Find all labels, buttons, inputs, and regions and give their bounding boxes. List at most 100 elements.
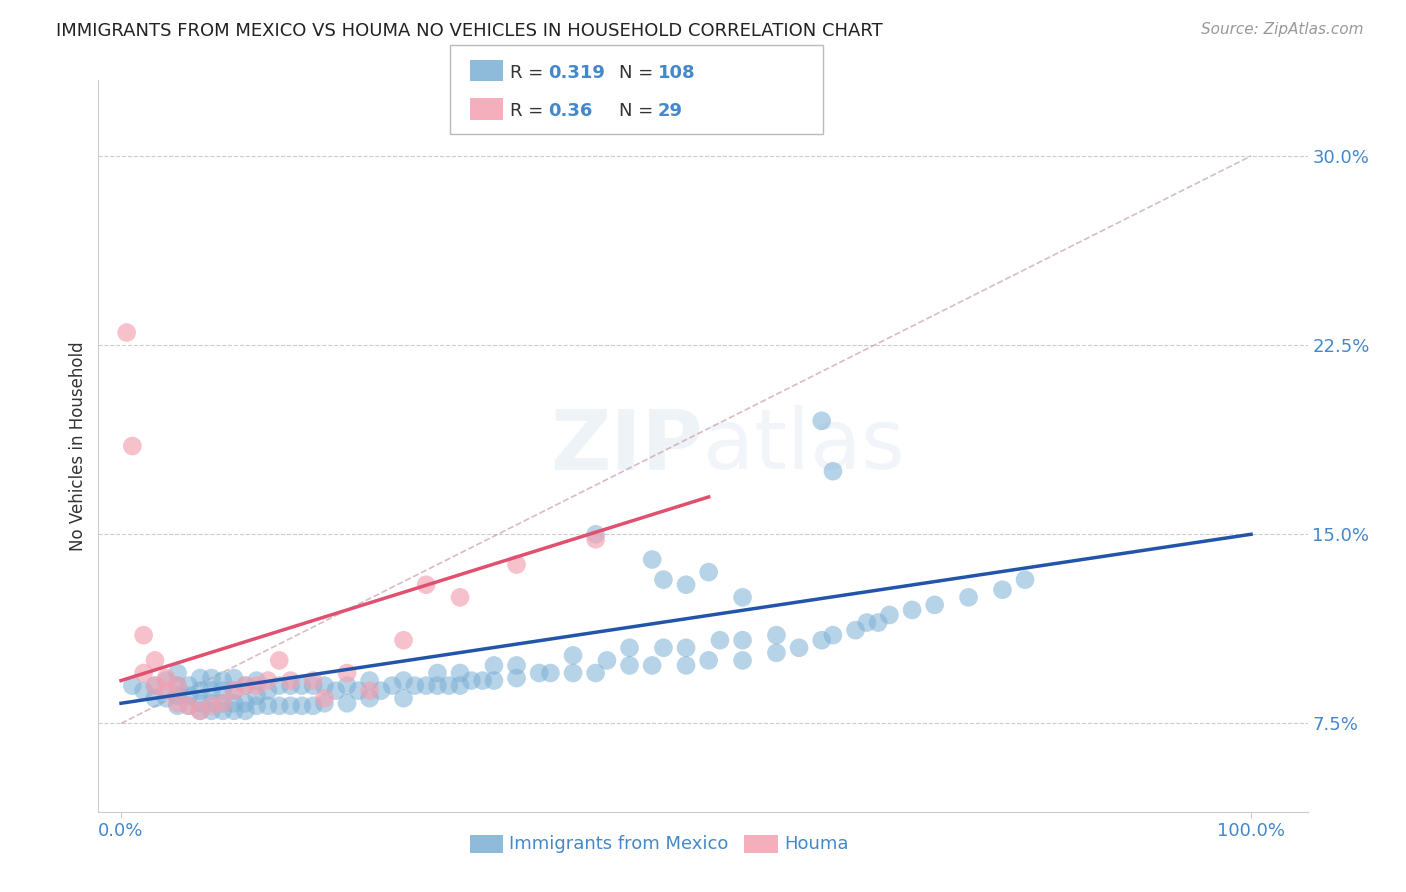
Point [1014, 573, 1036, 587]
Point [697, 565, 720, 579]
Point [222, 683, 245, 698]
Point [652, 640, 675, 655]
Point [257, 683, 280, 698]
Text: atlas: atlas [703, 406, 904, 486]
Point [188, 683, 211, 698]
Point [359, 673, 381, 688]
Point [269, 679, 291, 693]
Point [585, 533, 607, 547]
Point [155, 673, 177, 688]
Point [211, 673, 233, 688]
Point [325, 683, 347, 698]
Point [868, 615, 890, 630]
Point [291, 698, 314, 713]
Point [233, 679, 256, 693]
Text: ZIP: ZIP [551, 406, 703, 486]
Point [269, 653, 291, 667]
Point [177, 698, 200, 713]
Point [415, 578, 437, 592]
Point [200, 671, 222, 685]
Point [810, 414, 832, 428]
Text: N =: N = [619, 102, 652, 120]
Point [460, 673, 482, 688]
Point [765, 628, 787, 642]
Point [845, 623, 868, 637]
Text: 29: 29 [658, 102, 683, 120]
Point [222, 683, 245, 698]
Point [596, 653, 619, 667]
Point [437, 679, 460, 693]
Point [246, 679, 269, 693]
Point [426, 665, 449, 680]
Point [200, 704, 222, 718]
Point [211, 696, 233, 710]
Point [177, 698, 200, 713]
Point [856, 615, 879, 630]
Point [143, 691, 166, 706]
Point [166, 698, 188, 713]
Point [188, 704, 211, 718]
Point [166, 679, 188, 693]
Point [471, 673, 494, 688]
Point [246, 673, 269, 688]
Point [585, 527, 607, 541]
Point [177, 679, 200, 693]
Point [731, 591, 754, 605]
Point [359, 683, 381, 698]
Point [233, 679, 256, 693]
Point [675, 658, 697, 673]
Point [415, 679, 437, 693]
Point [200, 696, 222, 710]
Point [641, 658, 664, 673]
Point [115, 326, 138, 340]
Point [619, 658, 641, 673]
Point [392, 633, 415, 648]
Text: IMMIGRANTS FROM MEXICO VS HOUMA NO VEHICLES IN HOUSEHOLD CORRELATION CHART: IMMIGRANTS FROM MEXICO VS HOUMA NO VEHIC… [56, 22, 883, 40]
Point [222, 696, 245, 710]
Point [404, 679, 426, 693]
Point [641, 552, 664, 566]
Text: 108: 108 [658, 64, 696, 82]
Point [302, 673, 325, 688]
Point [336, 696, 359, 710]
Point [652, 573, 675, 587]
Point [121, 679, 143, 693]
Point [821, 628, 844, 642]
Point [121, 439, 143, 453]
Point [166, 665, 188, 680]
Point [302, 679, 325, 693]
Point [538, 665, 561, 680]
Point [222, 671, 245, 685]
Point [314, 679, 336, 693]
Point [449, 591, 471, 605]
Point [821, 464, 844, 478]
Point [482, 673, 505, 688]
Point [257, 673, 280, 688]
Point [132, 665, 155, 680]
Text: 0.36: 0.36 [548, 102, 593, 120]
Point [233, 696, 256, 710]
Point [280, 679, 302, 693]
Text: 0.319: 0.319 [548, 64, 605, 82]
Point [302, 698, 325, 713]
Point [188, 704, 211, 718]
Point [787, 640, 810, 655]
Point [211, 683, 233, 698]
Text: R =: R = [510, 64, 544, 82]
Point [211, 704, 233, 718]
Point [482, 658, 505, 673]
Point [449, 665, 471, 680]
Point [291, 679, 314, 693]
Point [675, 578, 697, 592]
Point [200, 698, 222, 713]
Point [155, 671, 177, 685]
Text: Houma: Houma [785, 835, 849, 853]
Point [924, 598, 946, 612]
Point [675, 640, 697, 655]
Point [505, 558, 527, 572]
Point [166, 689, 188, 703]
Point [731, 633, 754, 648]
Point [381, 679, 404, 693]
Point [697, 653, 720, 667]
Point [188, 696, 211, 710]
